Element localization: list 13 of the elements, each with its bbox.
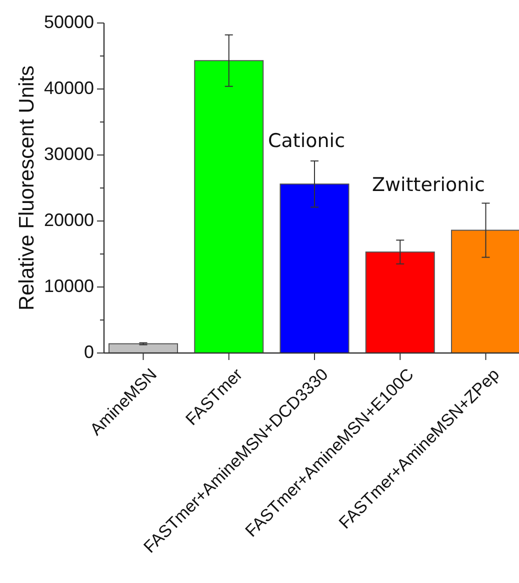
bar	[365, 252, 435, 354]
annotation: Zwitterionic	[372, 174, 485, 196]
y-tick-label: 20000	[44, 210, 94, 230]
y-axis-title: Relative Fluorescent Units	[16, 65, 39, 311]
bar	[194, 60, 264, 354]
bar	[280, 184, 350, 354]
annotation: Cationic	[268, 130, 346, 152]
y-tick-label: 30000	[44, 144, 94, 164]
bar	[108, 343, 178, 354]
y-tick-label: 50000	[44, 12, 94, 32]
y-tick-label: 0	[84, 342, 94, 362]
y-tick-label: 10000	[44, 276, 94, 296]
y-tick-label: 40000	[44, 78, 94, 98]
